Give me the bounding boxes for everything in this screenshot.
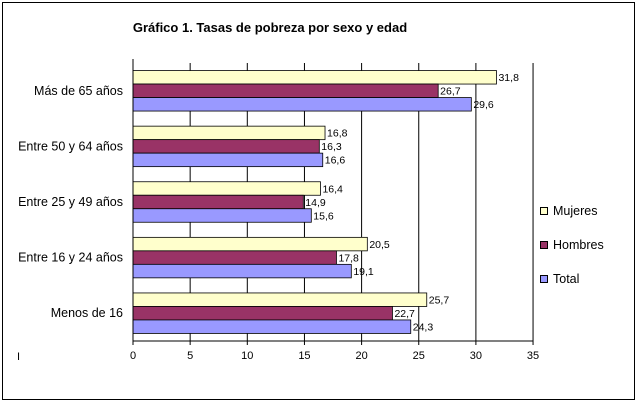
x-tick-label: 20 bbox=[355, 350, 367, 362]
chart-title: Gráfico 1. Tasas de pobreza por sexo y e… bbox=[132, 20, 408, 35]
corner-mark: I bbox=[17, 351, 21, 363]
bar-mujeres bbox=[132, 125, 326, 141]
legend-label-hombres: Hombres bbox=[553, 238, 604, 252]
bar-total bbox=[132, 263, 352, 279]
data-label: 16,6 bbox=[325, 155, 346, 167]
data-label: 16,3 bbox=[321, 141, 342, 153]
data-label: 25,7 bbox=[429, 294, 450, 306]
legend-swatch-total bbox=[540, 275, 548, 283]
data-label: 19,1 bbox=[353, 266, 374, 278]
data-label: 24,3 bbox=[413, 321, 434, 333]
x-tick-label: 30 bbox=[470, 350, 482, 362]
bar-hombres bbox=[132, 194, 304, 210]
data-label: 16,4 bbox=[322, 183, 343, 195]
bar-mujeres bbox=[132, 70, 497, 85]
category-label: Menos de 16 bbox=[51, 306, 123, 320]
bar-hombres bbox=[132, 250, 337, 265]
legend-swatch-hombres bbox=[540, 241, 548, 249]
data-label: 22,7 bbox=[394, 308, 415, 320]
legend-item-hombres: Hombres bbox=[540, 238, 604, 252]
legend-swatch-mujeres bbox=[540, 207, 548, 215]
bar-hombres bbox=[132, 83, 439, 98]
bar-mujeres bbox=[132, 236, 368, 252]
category-label: Entre 50 y 64 años bbox=[18, 139, 123, 153]
data-label: 26,7 bbox=[440, 86, 461, 98]
data-label: 15,6 bbox=[313, 210, 334, 222]
x-tick-label: 35 bbox=[527, 350, 539, 362]
category-label: Entre 16 y 24 años bbox=[18, 251, 123, 265]
x-tick-label: 15 bbox=[298, 350, 310, 362]
data-label: 31,8 bbox=[498, 72, 519, 84]
legend-label-mujeres: Mujeres bbox=[553, 204, 598, 218]
x-tick-label: 0 bbox=[130, 350, 136, 362]
legend-item-mujeres: Mujeres bbox=[540, 204, 597, 218]
data-label: 14,9 bbox=[305, 197, 326, 209]
bar-hombres bbox=[132, 139, 320, 154]
x-tick-label: 10 bbox=[241, 350, 253, 362]
data-label: 16,8 bbox=[327, 128, 348, 140]
category-label: Más de 65 años bbox=[34, 84, 123, 98]
bar-total bbox=[132, 97, 472, 112]
bar-mujeres bbox=[132, 292, 428, 307]
data-label: 29,6 bbox=[473, 99, 494, 111]
data-label: 20,5 bbox=[369, 239, 390, 251]
x-tick-label: 25 bbox=[413, 350, 425, 362]
bar-total bbox=[132, 208, 312, 223]
category-label: Entre 25 y 49 años bbox=[18, 195, 123, 209]
legend-item-total: Total bbox=[540, 272, 579, 286]
bar-mujeres bbox=[132, 181, 321, 196]
legend-label-total: Total bbox=[553, 272, 580, 286]
bar-total bbox=[132, 319, 412, 334]
data-label: 17,8 bbox=[338, 252, 359, 264]
x-tick-label: 5 bbox=[187, 350, 193, 362]
bar-total bbox=[132, 152, 324, 168]
bar-hombres bbox=[132, 306, 393, 321]
